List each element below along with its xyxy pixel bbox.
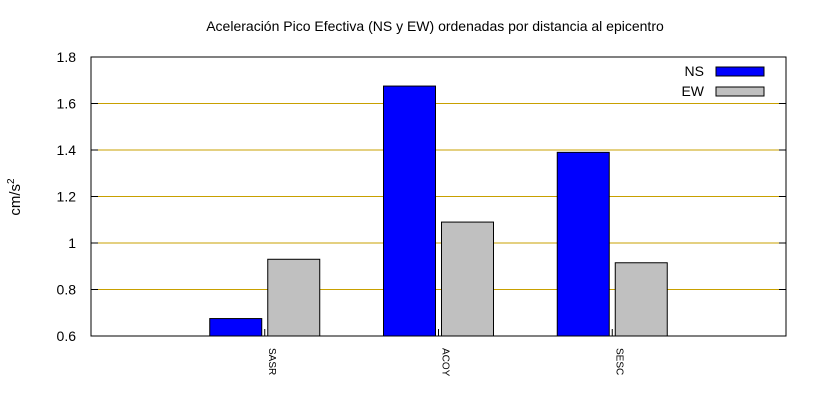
x-category-label: SESC — [613, 348, 624, 375]
x-category-label: ACOY — [440, 348, 451, 377]
chart-title: Aceleración Pico Efectiva (NS y EW) orde… — [206, 18, 664, 34]
grid-lines — [91, 103, 786, 290]
y-tick-label: 0.8 — [57, 282, 77, 298]
y-axis-label: cm/s2 — [6, 178, 24, 216]
bar-ns-sasr — [209, 318, 263, 337]
y-tick-label: 0.6 — [57, 328, 77, 344]
legend-label-ew: EW — [681, 83, 704, 99]
bars — [209, 85, 668, 337]
y-tick-label: 1.4 — [57, 142, 77, 158]
legend-swatch-ew — [715, 86, 765, 97]
x-axis-categories: SASR ACOY SESC — [264, 329, 624, 377]
x-category-label: SASR — [266, 348, 277, 375]
y-axis-label-text: cm/s — [7, 184, 24, 216]
y-tick-label: 1.2 — [57, 189, 77, 205]
bar-ew-sasr — [267, 258, 321, 337]
legend: NS EW — [681, 63, 765, 99]
bar-ns-acoy — [383, 85, 436, 337]
y-axis-ticks: 0.6 0.8 1 1.2 1.4 1.6 1.8 — [57, 49, 786, 344]
y-tick-label: 1.6 — [57, 96, 77, 112]
y-axis-label-superscript: 2 — [6, 178, 17, 184]
y-tick-label: 1.8 — [57, 49, 77, 65]
y-tick-label: 1 — [68, 235, 76, 251]
bar-ns-sesc — [556, 151, 610, 337]
legend-swatch-ns — [715, 66, 765, 77]
legend-label-ns: NS — [685, 63, 704, 79]
bar-ew-acoy — [441, 221, 494, 337]
bar-ew-sesc — [614, 262, 668, 337]
